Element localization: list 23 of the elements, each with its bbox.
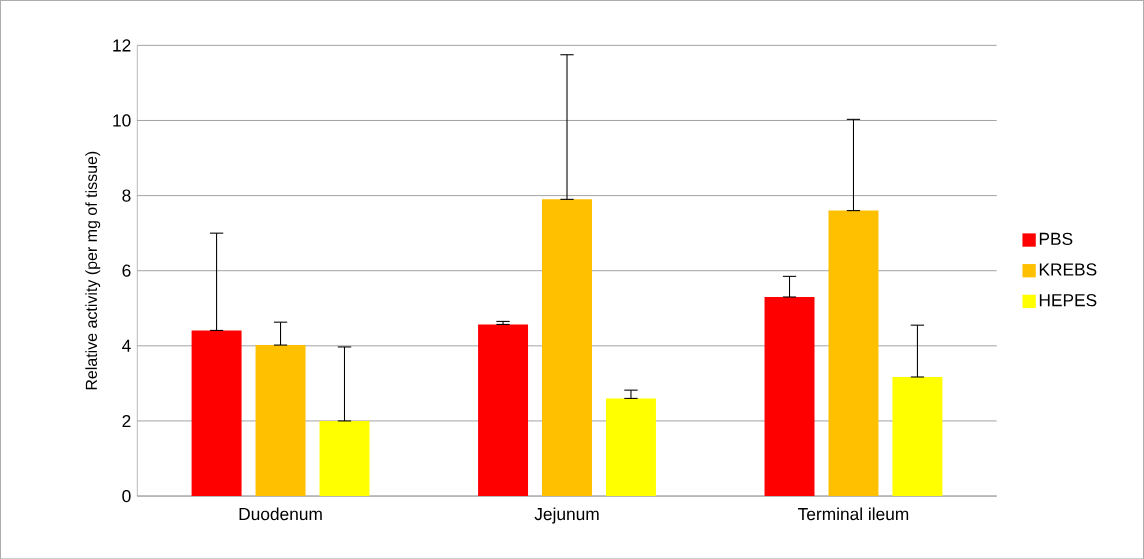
bar (255, 344, 306, 496)
x-tick-label: Duodenum (239, 507, 322, 520)
bar (892, 376, 943, 496)
y-tick-label: 0 (122, 489, 131, 502)
y-tick-label: 12 (113, 39, 131, 52)
x-tick-label: Jejunum (534, 507, 599, 524)
y-axis-title: Relative activity (per mg of tissue) (85, 151, 101, 390)
y-tick-label: 6 (122, 264, 131, 277)
legend-label: HEPES (1039, 293, 1097, 307)
bar (828, 210, 879, 496)
bar (478, 324, 529, 496)
legend-label: KREBS (1039, 263, 1097, 276)
y-tick-label: 4 (122, 339, 131, 352)
y-tick-label: 2 (122, 414, 131, 427)
bar (605, 398, 656, 496)
bar (764, 296, 815, 496)
bar (542, 199, 592, 496)
bar (191, 330, 242, 496)
legend-label: PBS (1039, 232, 1073, 245)
x-tick-label: Terminal ileum (798, 507, 909, 520)
y-tick-label: 8 (122, 189, 131, 202)
bar (319, 420, 370, 496)
y-tick-label: 10 (113, 114, 131, 127)
